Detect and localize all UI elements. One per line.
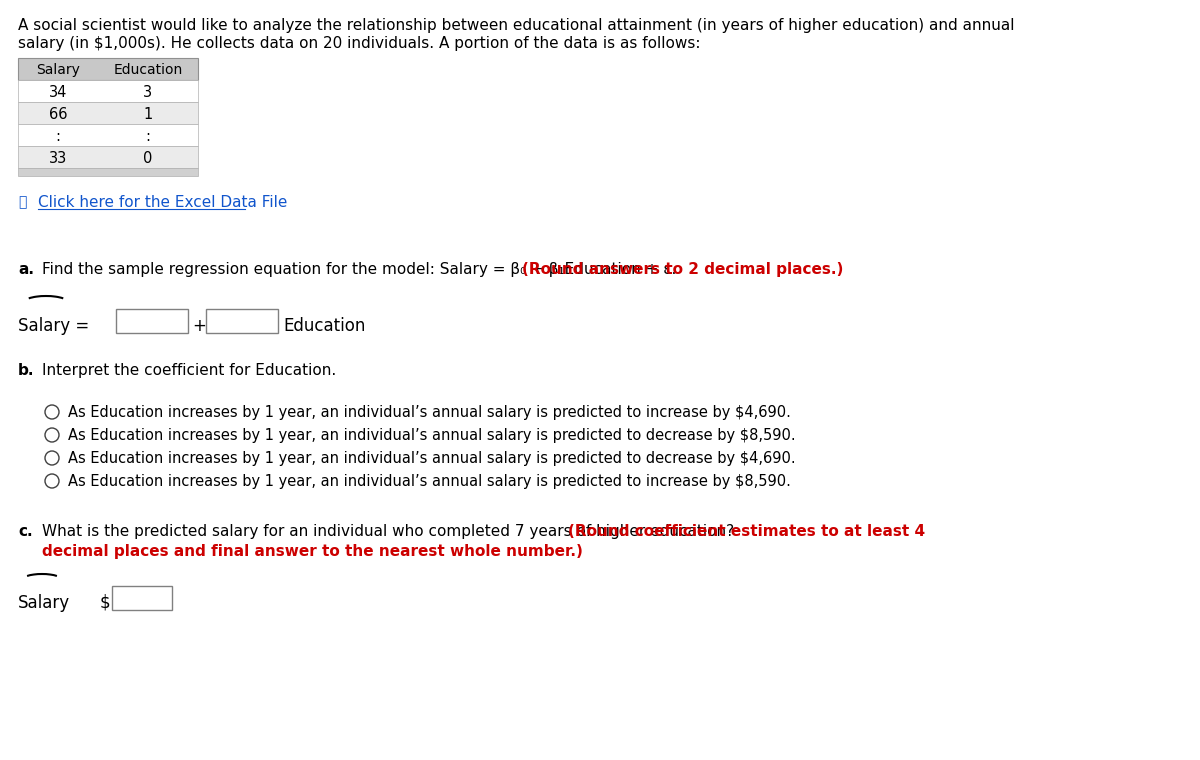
Text: b.: b. <box>18 363 35 378</box>
Text: 34: 34 <box>49 85 67 100</box>
Text: Click here for the Excel Data File: Click here for the Excel Data File <box>38 195 287 210</box>
Text: As Education increases by 1 year, an individual’s annual salary is predicted to : As Education increases by 1 year, an ind… <box>68 405 791 420</box>
Text: 0: 0 <box>143 151 152 166</box>
Text: +: + <box>192 317 206 335</box>
Text: a.: a. <box>18 262 34 277</box>
Text: Salary: Salary <box>18 594 70 612</box>
Text: As Education increases by 1 year, an individual’s annual salary is predicted to : As Education increases by 1 year, an ind… <box>68 428 796 443</box>
Text: (Round answers to 2 decimal places.): (Round answers to 2 decimal places.) <box>522 262 844 277</box>
Text: Salary: Salary <box>36 63 80 77</box>
Text: :: : <box>55 129 60 144</box>
Text: A social scientist would like to analyze the relationship between educational at: A social scientist would like to analyze… <box>18 18 1014 33</box>
Bar <box>18 80 198 102</box>
Text: As Education increases by 1 year, an individual’s annual salary is predicted to : As Education increases by 1 year, an ind… <box>68 474 791 489</box>
Circle shape <box>46 405 59 419</box>
Text: Education: Education <box>113 63 182 77</box>
Text: $: $ <box>100 594 110 612</box>
Text: salary (in $1,000s). He collects data on 20 individuals. A portion of the data i: salary (in $1,000s). He collects data on… <box>18 36 701 51</box>
Bar <box>112 586 172 610</box>
Text: 📄: 📄 <box>18 195 26 209</box>
Bar <box>18 58 198 80</box>
Text: What is the predicted salary for an individual who completed 7 years of higher e: What is the predicted salary for an indi… <box>42 524 739 539</box>
Text: Interpret the coefficient for Education.: Interpret the coefficient for Education. <box>42 363 336 378</box>
Bar <box>18 146 198 168</box>
Text: 1: 1 <box>143 107 152 122</box>
Bar <box>18 124 198 146</box>
Bar <box>18 168 198 176</box>
Bar <box>206 309 278 333</box>
Text: :: : <box>145 129 150 144</box>
Bar <box>116 309 188 333</box>
Text: (Round coefficient estimates to at least 4: (Round coefficient estimates to at least… <box>569 524 925 539</box>
Text: Salary =: Salary = <box>18 317 89 335</box>
Text: decimal places and final answer to the nearest whole number.): decimal places and final answer to the n… <box>42 544 583 559</box>
Text: 33: 33 <box>49 151 67 166</box>
Circle shape <box>46 428 59 442</box>
Text: Education: Education <box>283 317 365 335</box>
Text: c.: c. <box>18 524 32 539</box>
Text: 66: 66 <box>49 107 67 122</box>
Circle shape <box>46 474 59 488</box>
Text: As Education increases by 1 year, an individual’s annual salary is predicted to : As Education increases by 1 year, an ind… <box>68 451 796 466</box>
Text: 3: 3 <box>144 85 152 100</box>
Bar <box>18 102 198 124</box>
Circle shape <box>46 451 59 465</box>
Text: Find the sample regression equation for the model: Salary = β₀ + β₁Education + ε: Find the sample regression equation for … <box>42 262 682 277</box>
